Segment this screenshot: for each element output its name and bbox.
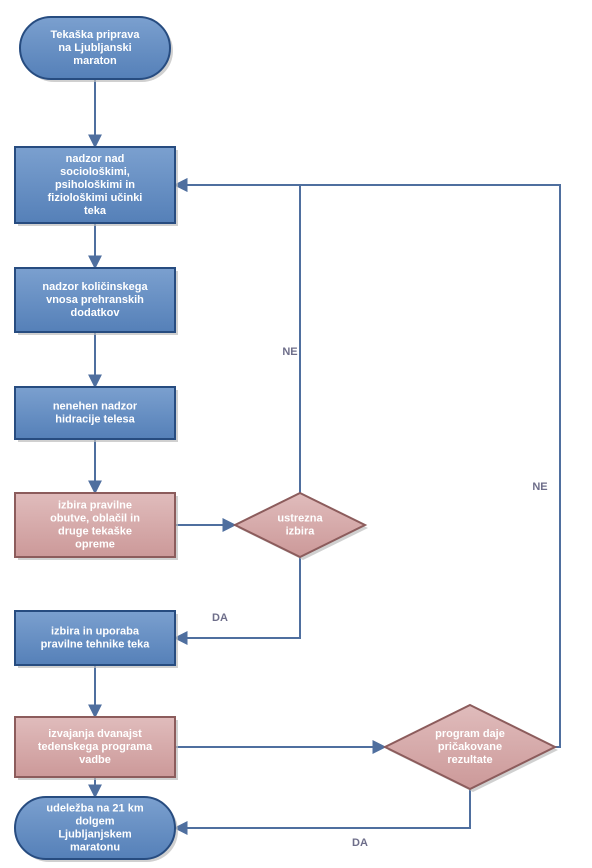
edge-label: NE	[532, 481, 547, 493]
flowchart-canvas: DANEDANETekaška pripravana Ljubljanskima…	[0, 0, 592, 868]
edge-label: DA	[212, 612, 228, 624]
edge-label: DA	[352, 837, 368, 849]
node-label: izbira in uporabapravilne tehnike teka	[41, 625, 151, 650]
edge	[175, 789, 470, 828]
edge	[175, 185, 300, 493]
edge-label: NE	[282, 346, 297, 358]
edge	[175, 185, 560, 747]
node-label: nenehen nadzorhidracije telesa	[53, 400, 138, 425]
edge	[175, 557, 300, 638]
